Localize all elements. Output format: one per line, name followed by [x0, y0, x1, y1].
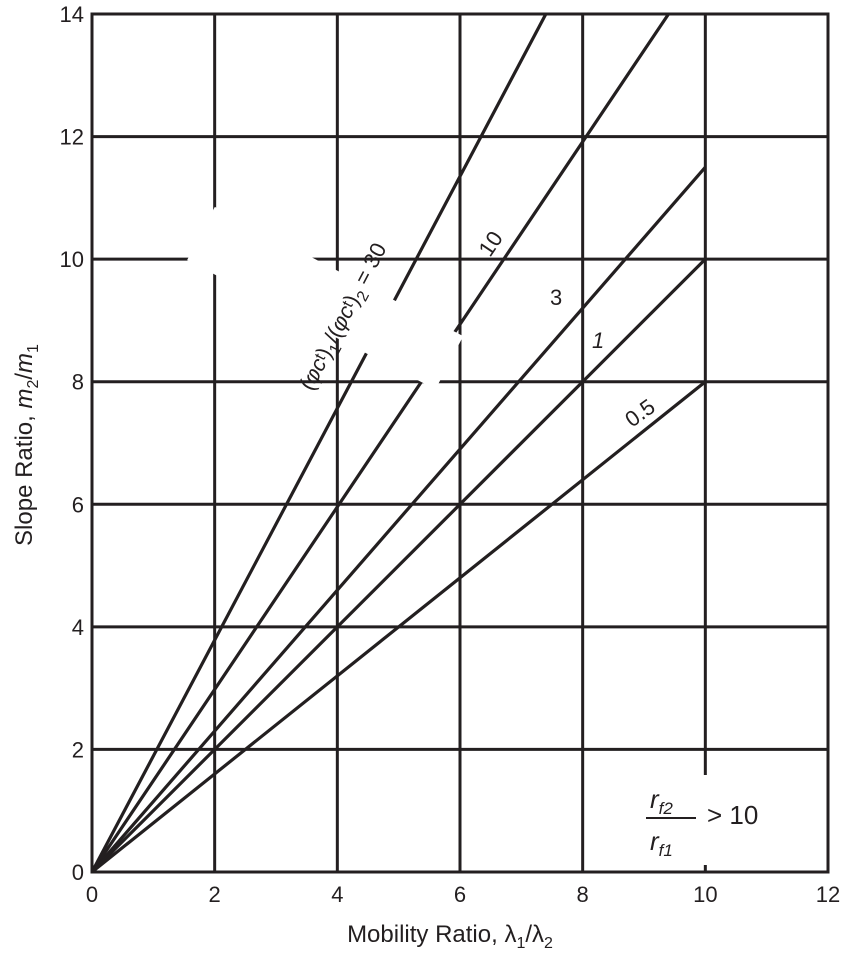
x-axis-label-sub1: 1: [516, 935, 525, 952]
x-tick-label-0: 0: [86, 882, 98, 907]
series-line-2: [90, 13, 670, 873]
series-lines: [90, 13, 707, 874]
y-tick-label-4: 4: [72, 615, 84, 640]
ratio-relation: > 10: [707, 800, 758, 830]
series-line-1: [90, 13, 548, 873]
x-tick-labels: 0 2 4 6 8 10 12: [86, 882, 840, 907]
x-tick-label-6: 6: [454, 882, 466, 907]
y-tick-label-2: 2: [72, 737, 84, 762]
y-axis-label-sub1: 1: [25, 344, 42, 353]
y-axis-label: Slope Ratio, m2/m1: [11, 344, 42, 546]
y-tick-label-12: 12: [60, 125, 84, 150]
series-line-5: [91, 380, 707, 874]
y-tick-label-10: 10: [60, 247, 84, 272]
series-label-30-mask: [187, 206, 464, 390]
y-tick-label-6: 6: [72, 492, 84, 517]
x-tick-label-10: 10: [693, 882, 717, 907]
series-line-3: [90, 166, 707, 874]
ratio-annotation: rf2 rf1 > 10: [640, 775, 780, 865]
ratio-annotation-mask: [640, 775, 780, 865]
y-tick-label-0: 0: [72, 860, 84, 885]
y-axis-label-sub2: 2: [25, 380, 42, 389]
x-tick-label-12: 12: [816, 882, 840, 907]
y-tick-label-14: 14: [60, 2, 84, 27]
plot-frame: [90, 12, 830, 874]
y-tick-label-8: 8: [72, 370, 84, 395]
series-line-4: [90, 258, 707, 874]
x-tick-label-8: 8: [577, 882, 589, 907]
x-tick-label-4: 4: [331, 882, 343, 907]
y-tick-labels: 0 2 4 6 8 10 12 14: [60, 2, 84, 885]
series-label-3: 3: [550, 285, 562, 310]
x-axis-label-sub2: 2: [544, 935, 553, 952]
x-tick-label-2: 2: [209, 882, 221, 907]
series-label-1: 1: [592, 328, 604, 353]
